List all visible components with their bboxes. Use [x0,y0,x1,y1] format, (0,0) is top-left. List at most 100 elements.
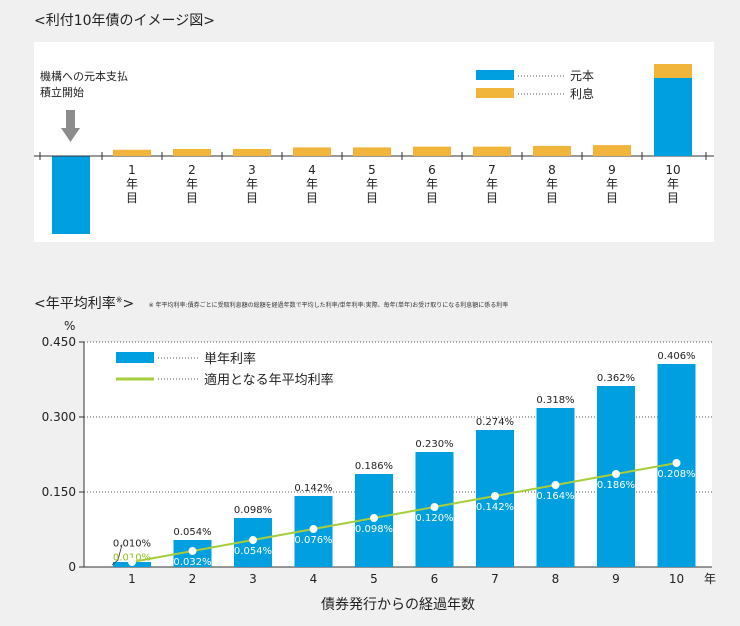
chart1-title: <利付10年債のイメージ図> [34,13,215,29]
interest-bar [113,149,151,156]
chart1-category-label: 目 [366,191,378,205]
chart1-category-label: 3 [248,163,256,177]
chart1-category-label: 7 [488,163,496,177]
chart2-title-text: <年平均利率 [34,296,116,312]
average-rate-point [309,525,318,533]
chart1-category-label: 年 [366,177,378,191]
chart1-category-label: 目 [486,191,498,205]
average-rate-label: 0.120% [415,513,453,524]
chart1-panel: 機構への元本支払 積立開始 1 年目 2 年目 3 年目 4 年目 5 年目 6 年目 7 年目 8 年目 9 年目 1… [34,42,714,242]
chart2-y-tick-label: 0.300 [42,410,76,424]
average-rate-point [370,514,378,522]
chart1-category-label: 目 [246,191,258,205]
first-bar-leader [111,544,123,566]
average-rate-label: 0.164% [536,491,574,502]
average-rate-point [551,481,560,489]
chart1-category-label: 年 [606,177,618,191]
single-year-rate-label: 0.142% [294,483,332,494]
chart1-category-label: 6 [428,163,436,177]
chart2-y-unit: % [64,319,75,333]
legend-principal-swatch [476,70,514,80]
interest-bar [473,146,511,156]
average-rate-label: 0.142% [476,502,514,513]
chart2-x-unit: 年 [704,572,716,586]
interest-bar [293,147,331,156]
average-rate-point [430,503,439,511]
average-rate-label: 0.032% [173,557,211,568]
chart1-category-label: 2 [188,163,196,177]
chart1-category-label: 目 [186,191,198,205]
chart1-category-label: 目 [546,191,558,205]
chart1-category-label: 目 [606,191,618,205]
average-rate-label: 0.054% [234,546,272,557]
chart1-category-label: 目 [426,191,438,205]
single-year-rate-label: 0.098% [234,505,272,516]
legend-bar-label: 単年利率 [204,351,256,367]
chart1-category-label: 10 [665,163,680,177]
chart2-x-tick-label: 7 [491,572,499,586]
average-rate-point [128,558,136,566]
interest-bar [593,145,631,156]
principal-bar [654,78,692,156]
chart2-footnote: ※ 年平均利率:債券ごとに受取利息額の総額を経過年数で平均した利率/単年利率:実… [148,301,509,309]
average-rate-label: 0.208% [657,469,695,480]
single-year-rate-label: 0.362% [597,373,635,384]
initial-payment-note-line2: 積立開始 [40,85,84,99]
interest-bar [233,148,271,156]
average-rate-label: 0.186% [597,480,635,491]
chart2-x-tick-label: 6 [431,572,439,586]
chart1-category-label: 5 [368,163,376,177]
initial-payment-bar [52,156,90,234]
chart2-x-tick-label: 4 [310,572,318,586]
legend-principal-label: 元本 [570,69,594,83]
chart2-y-tick-label: 0 [68,560,76,574]
initial-payment-note-line1: 機構への元本支払 [40,69,128,83]
down-arrow-head-icon [61,128,80,142]
chart1-category-label: 年 [426,177,438,191]
average-rate-point [491,492,499,500]
average-rate-point [672,459,681,467]
down-arrow-icon [66,110,75,128]
chart2-svg: % 0 0.150 0.300 0.450 0.054% 0.098% 0.142% 0.186… [42,319,716,613]
chart1-category-label: 年 [246,177,258,191]
single-year-rate-label: 0.318% [536,395,574,406]
chart1-category-label: 8 [548,163,556,177]
average-rate-line [131,462,677,563]
single-year-rate-label: 0.010% [113,539,151,550]
interest-bar [353,147,391,156]
legend-bar-swatch [116,352,154,363]
chart2-x-tick-label: 3 [249,572,257,586]
chart1-category-label: 年 [306,177,318,191]
chart2-y-tick-label: 0.150 [42,485,76,499]
chart2-x-tick-label: 2 [189,572,197,586]
legend-interest-swatch [476,88,514,98]
chart2-x-tick-label: 5 [370,572,378,586]
average-rate-point [188,547,197,555]
chart1-category-label: 年 [486,177,498,191]
interest-bar [173,148,211,156]
chart2-title-mark: ※ [115,295,123,305]
interest-bar [413,146,451,156]
chart2-x-tick-label: 1 [128,572,136,586]
chart1-category-label: 年 [546,177,558,191]
chart2-y-tick-label: 0.450 [42,335,76,349]
chart1-category-label: 年 [667,177,679,191]
chart1-category-label: 年 [126,177,138,191]
chart2-x-tick-label: 10 [669,572,684,586]
single-year-rate-label: 0.230% [415,439,453,450]
legend-interest-label: 利息 [570,86,594,101]
chart1-svg: 機構への元本支払積立開始1年目2年目3年目4年目5年目6年目7年目8年目9年目1… [34,64,714,234]
chart1-category-label: 目 [667,191,679,205]
single-year-rate-label: 0.054% [173,527,211,538]
average-rate-point [612,470,620,478]
chart2-x-tick-label: 9 [612,572,620,586]
chart2-title-close: > [122,296,135,312]
single-year-rate-label: 0.186% [355,461,393,472]
single-year-rate-label: 0.274% [476,417,514,428]
chart1-category-label: 1 [128,163,136,177]
single-year-rate-label: 0.406% [657,351,695,362]
legend-line-label: 適用となる年平均利率 [204,372,334,388]
average-rate-label: 0.098% [355,524,393,535]
chart1-category-label: 目 [306,191,318,205]
chart1-category-label: 目 [126,191,138,205]
